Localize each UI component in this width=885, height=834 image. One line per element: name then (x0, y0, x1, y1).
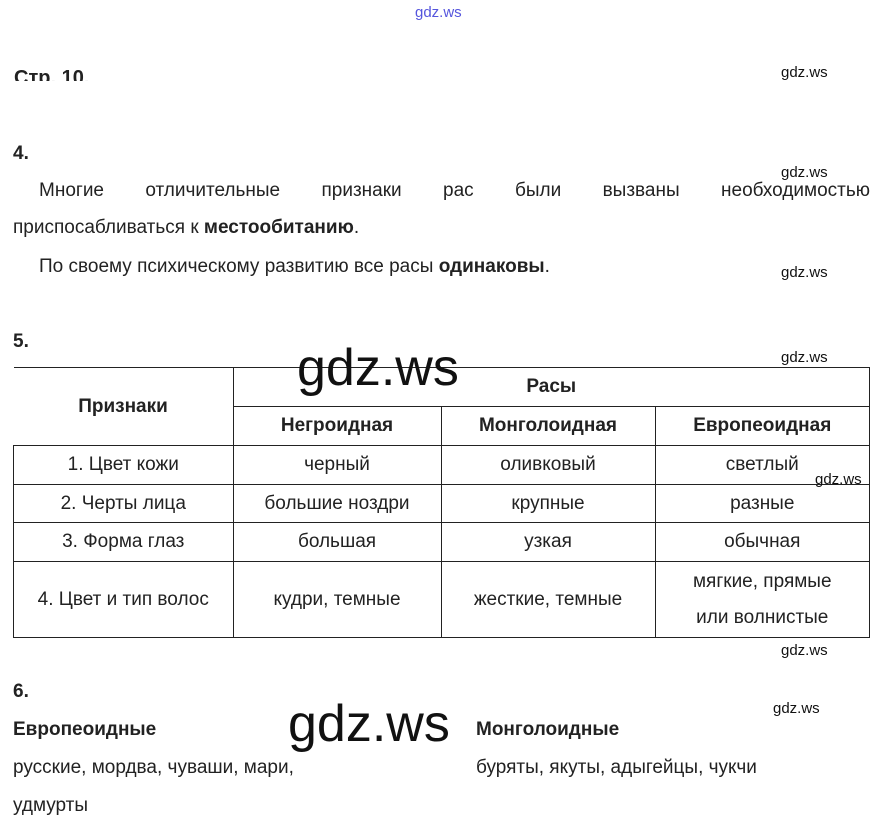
cell: большие ноздри (232, 484, 442, 523)
cell: 4. Цвет и тип волос (13, 561, 234, 638)
watermark-large: gdz.ws (297, 339, 459, 397)
table-row: 2. Черты лица большие ноздри крупные разные (13, 484, 870, 523)
header-feature: Признаки (13, 367, 234, 446)
header-race: Негроидная (232, 406, 442, 446)
cell: крупные (440, 484, 656, 523)
watermark: gdz.ws (781, 642, 828, 659)
cell: мягкие, прямые или волнистые (654, 561, 870, 638)
task5-number: 5. (13, 331, 29, 352)
header-races: Расы (232, 367, 870, 407)
cell: 1. Цвет кожи (13, 445, 234, 485)
cell: большая (232, 522, 442, 562)
watermark: gdz.ws (781, 349, 828, 366)
watermark-top: gdz.ws (415, 4, 462, 21)
europeoid-list: русские, мордва, чуваши, мари, (13, 757, 294, 778)
cell: черный (232, 445, 442, 485)
table-row: 1. Цвет кожи черный оливковый светлый (13, 445, 870, 485)
watermark: gdz.ws (773, 700, 820, 717)
cell: узкая (440, 522, 656, 562)
watermark: gdz.ws (781, 164, 828, 181)
task4-paragraph2: По своему психическому развитию все расы… (39, 256, 550, 277)
watermark: gdz.ws (781, 264, 828, 281)
page-label: Стр. 10. (14, 67, 90, 81)
table-row: 3. Форма глаз большая узкая обычная (13, 522, 870, 562)
cell: обычная (654, 522, 870, 562)
races-table: Признаки Расы Негроидная Монголоидная Ев… (13, 367, 870, 638)
task6-number: 6. (13, 681, 29, 702)
watermark: gdz.ws (781, 64, 828, 81)
watermark: gdz.ws (815, 471, 862, 488)
cell: оливковый (440, 445, 656, 485)
cell: кудри, темные (232, 561, 442, 638)
cell: жесткие, темные (440, 561, 656, 638)
mongoloid-title: Монголоидные (476, 719, 620, 740)
header-race: Монголоидная (440, 406, 656, 446)
europeoid-list-line2: удмурты (13, 795, 89, 816)
cell: разные (654, 484, 870, 523)
task4-paragraph1-line2: приспосабливаться к местообитанию. (13, 217, 360, 238)
watermark-large: gdz.ws (288, 695, 450, 753)
table-row: 4. Цвет и тип волос кудри, темные жесткие,… (13, 561, 870, 638)
header-race: Европеоидная (654, 406, 870, 446)
task4-number: 4. (13, 143, 29, 164)
mongoloid-list: буряты, якуты, адыгейцы, чукчи (476, 757, 757, 778)
cell: 2. Черты лица (13, 484, 234, 523)
europeoid-title: Европеоидные (13, 719, 157, 740)
cell: 3. Форма глаз (13, 522, 234, 562)
task4-paragraph1: Многие отличительные признаки рас были в… (39, 180, 870, 201)
cell: светлый (654, 445, 870, 485)
